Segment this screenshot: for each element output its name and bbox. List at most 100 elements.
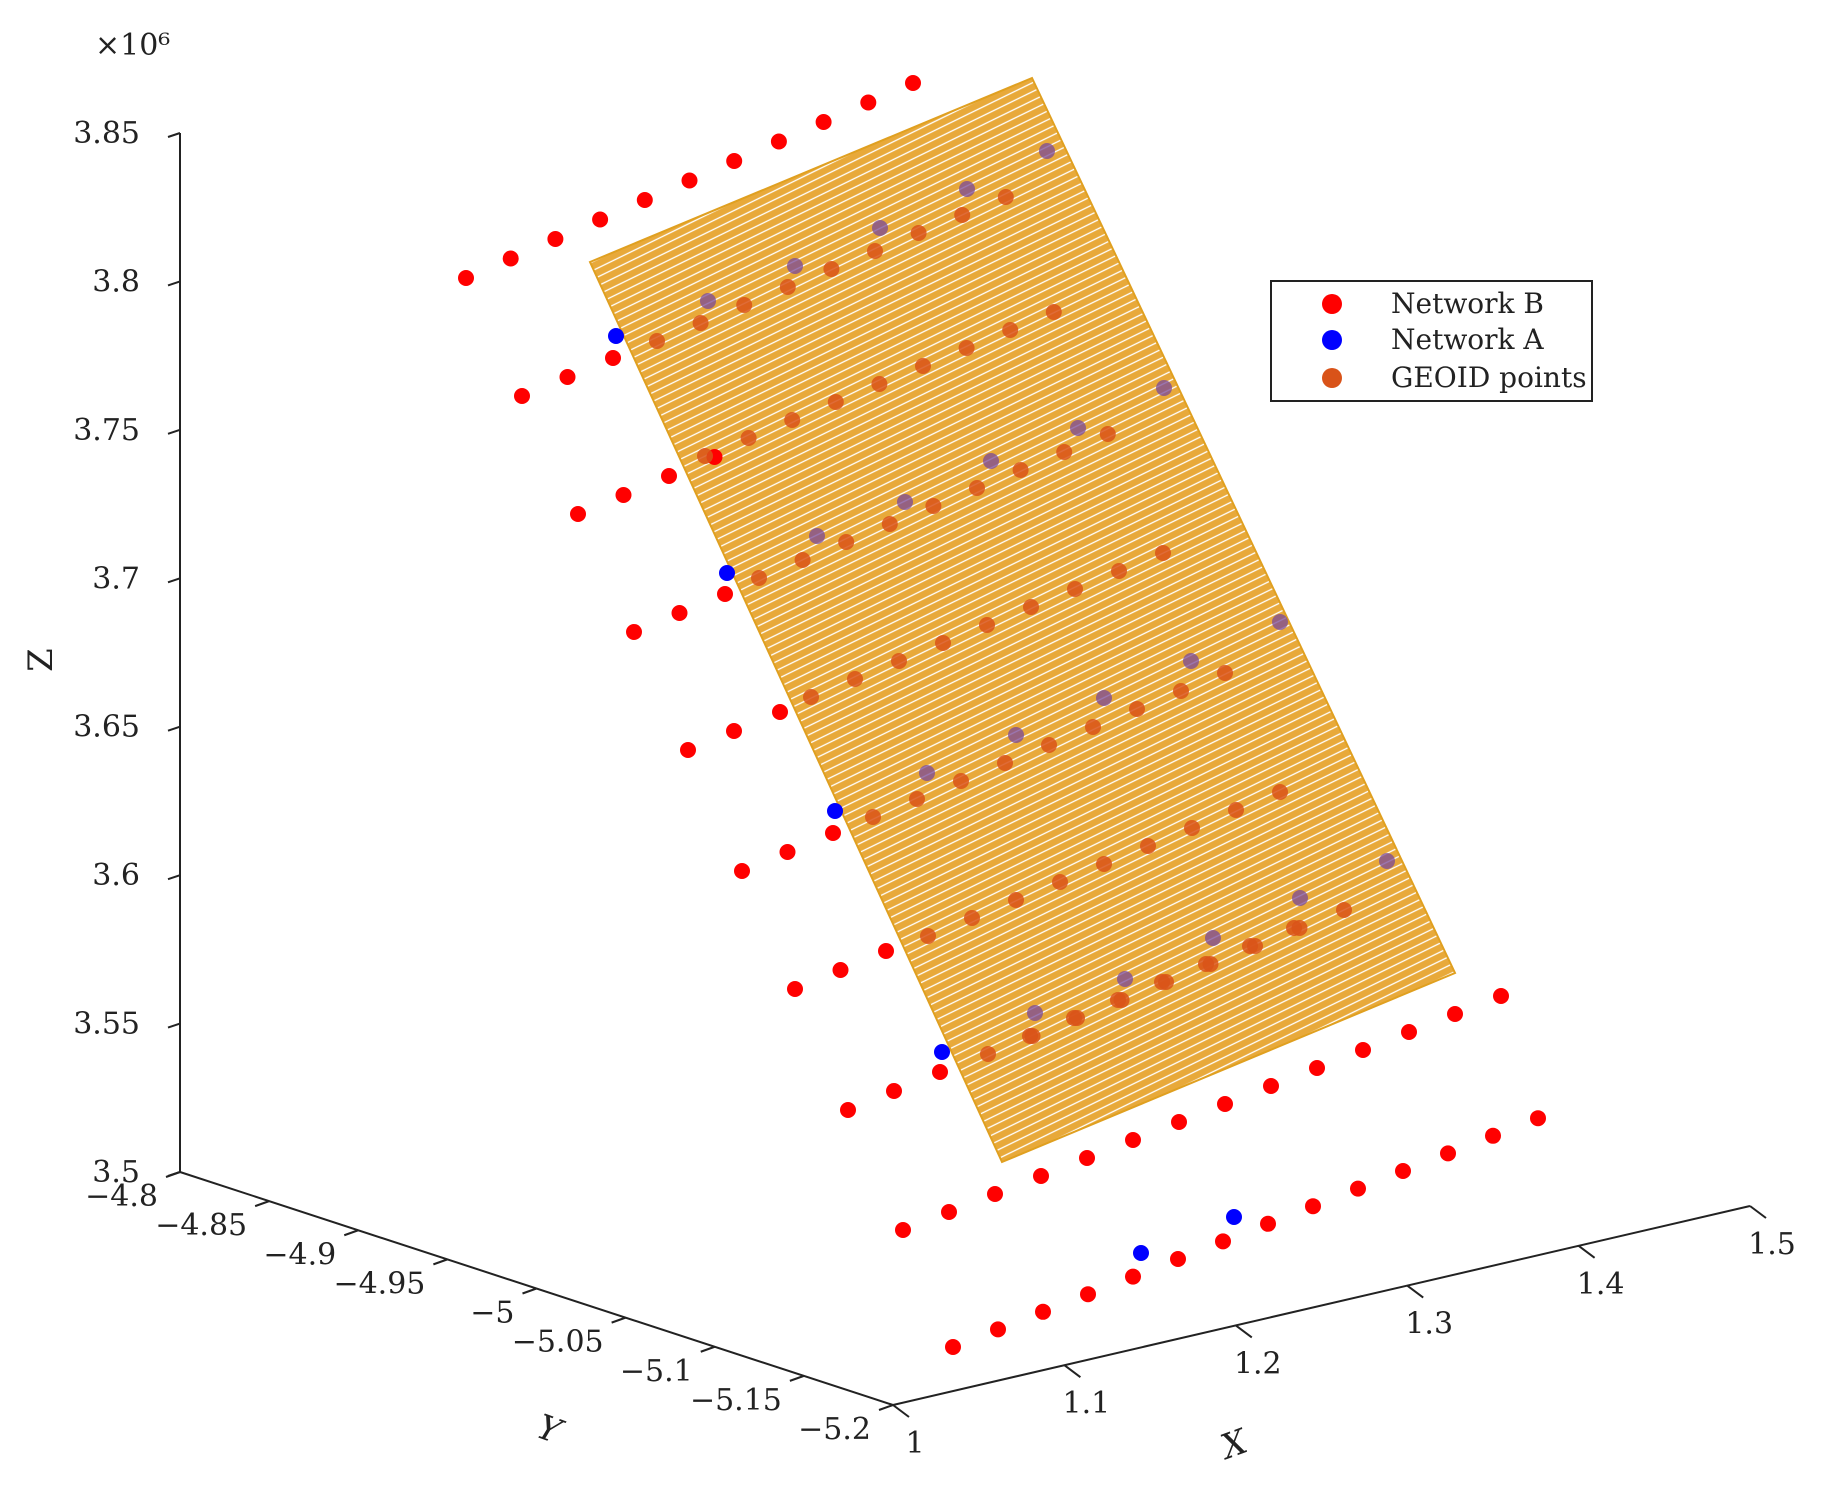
network-b-point xyxy=(990,1321,1006,1338)
network-a-point xyxy=(934,1044,950,1060)
network-b-point xyxy=(1125,1132,1141,1148)
network-a-point xyxy=(608,328,624,344)
network-b-point xyxy=(717,586,733,602)
geoid-point xyxy=(1052,874,1068,890)
y-tick-label: −5.15 xyxy=(690,1383,782,1418)
network-b-point xyxy=(1215,1233,1231,1250)
geoid-point xyxy=(979,617,995,633)
geoid-point xyxy=(867,243,883,259)
network-b-point xyxy=(502,250,519,267)
geoid-point xyxy=(1111,563,1127,579)
z-axis-ticks: 3.5 3.55 3.6 3.65 3.7 3.75 3.8 3.85 xyxy=(73,116,181,1190)
network-b-point xyxy=(932,1064,948,1080)
geoid-surface xyxy=(588,76,1457,1164)
network-b-point xyxy=(905,75,921,91)
geoid-point xyxy=(1110,992,1126,1008)
geoid-point xyxy=(803,689,819,705)
x-tick-label: 1.3 xyxy=(1405,1307,1453,1342)
network-b-point xyxy=(1305,1198,1321,1215)
network-b-point xyxy=(636,192,653,208)
z-tick-label: 3.6 xyxy=(92,858,140,893)
network-b-point xyxy=(832,962,849,978)
network-b-point xyxy=(671,605,688,621)
x-tick-mark xyxy=(1749,1205,1767,1219)
geoid-point xyxy=(980,1046,996,1062)
z-tick-mark xyxy=(167,1022,181,1029)
y-tick-label: −5.05 xyxy=(512,1325,604,1360)
z-tick-label: 3.5 xyxy=(92,1155,140,1190)
network-b-point xyxy=(1447,1006,1463,1022)
geoid-point xyxy=(910,225,927,241)
geoid-point xyxy=(953,773,969,789)
network-b-point xyxy=(815,114,832,130)
network-b-point xyxy=(1033,1168,1049,1184)
legend-label-network-b: Network B xyxy=(1391,287,1544,320)
geoid-point xyxy=(751,570,767,586)
geoid-point xyxy=(1155,545,1171,561)
geoid-point xyxy=(827,394,844,410)
z-tick-label: 3.75 xyxy=(73,413,140,448)
geoid-point xyxy=(881,516,898,532)
geoid-point xyxy=(1228,802,1244,818)
x-tick-mark xyxy=(1063,1364,1082,1378)
network-a-point xyxy=(719,565,735,581)
geoid-point xyxy=(920,928,936,944)
geoid-point xyxy=(1045,304,1062,320)
network-a-point xyxy=(1133,1245,1149,1261)
geoid-point xyxy=(1286,920,1302,936)
geoid-point xyxy=(954,207,971,223)
x-tick-label: 1.5 xyxy=(1748,1227,1796,1262)
network-b-point xyxy=(1485,1127,1501,1144)
network-b-point xyxy=(661,468,677,484)
y-tick-mark xyxy=(700,1345,716,1353)
network-b-point xyxy=(681,172,698,189)
x-axis-line xyxy=(892,1205,1751,1406)
z-tick-mark xyxy=(167,428,181,435)
geoid-point xyxy=(1067,581,1083,597)
z-tick-label: 3.85 xyxy=(73,116,140,151)
y-tick-mark xyxy=(611,1316,626,1324)
y-tick-label: −5 xyxy=(470,1296,514,1331)
network-a-overlap-point xyxy=(959,181,975,197)
network-a-overlap-point xyxy=(919,765,935,781)
z-tick-label: 3.55 xyxy=(73,1007,140,1042)
legend-marker-network-a xyxy=(1322,330,1342,350)
geoid-point xyxy=(847,671,863,687)
x-tick-label: 1.1 xyxy=(1063,1386,1111,1421)
network-a-overlap-point xyxy=(1205,930,1221,946)
network-b-point xyxy=(825,825,841,841)
network-a-overlap-point xyxy=(1117,971,1133,987)
y-tick-mark xyxy=(522,1287,537,1295)
geoid-point xyxy=(1096,856,1112,872)
geoid-point xyxy=(1022,1028,1038,1044)
geoid-point xyxy=(1056,444,1073,460)
network-b-point xyxy=(1350,1180,1366,1197)
geoid-point xyxy=(997,189,1014,205)
network-a-points xyxy=(608,328,1242,1261)
z-exponent-label: ×10⁶ xyxy=(95,28,170,63)
y-tick-mark xyxy=(878,1404,894,1411)
y-tick-mark xyxy=(433,1258,448,1266)
geoid-point xyxy=(1336,902,1352,918)
network-a-overlap-point xyxy=(700,293,716,309)
geoid-point xyxy=(1129,701,1145,717)
geoid-points xyxy=(649,143,1395,1062)
network-b-point xyxy=(1493,988,1509,1004)
z-axis-title: Z xyxy=(21,648,61,672)
x-axis-ticks: 1 1.1 1.2 1.3 1.4 1.5 xyxy=(892,1205,1796,1461)
x-tick-mark xyxy=(1577,1245,1596,1259)
geoid-point xyxy=(958,340,975,356)
network-b-points xyxy=(458,75,1546,1355)
y-tick-label: −4.95 xyxy=(333,1266,425,1301)
geoid-point xyxy=(697,448,713,464)
network-b-point xyxy=(626,624,642,640)
z-tick-mark xyxy=(167,132,181,138)
geoid-point xyxy=(909,791,925,807)
network-b-point xyxy=(547,231,564,247)
network-b-point xyxy=(779,844,796,860)
network-b-point xyxy=(1079,1150,1095,1166)
network-a-point xyxy=(1226,1209,1242,1225)
network-b-point xyxy=(945,1339,961,1355)
network-a-overlap-point xyxy=(1156,380,1172,396)
y-axis-ticks: −4.8−4.85 −4.9−4.95 −5−5.05 −5.1−5.15 −5.2 xyxy=(85,1171,894,1447)
